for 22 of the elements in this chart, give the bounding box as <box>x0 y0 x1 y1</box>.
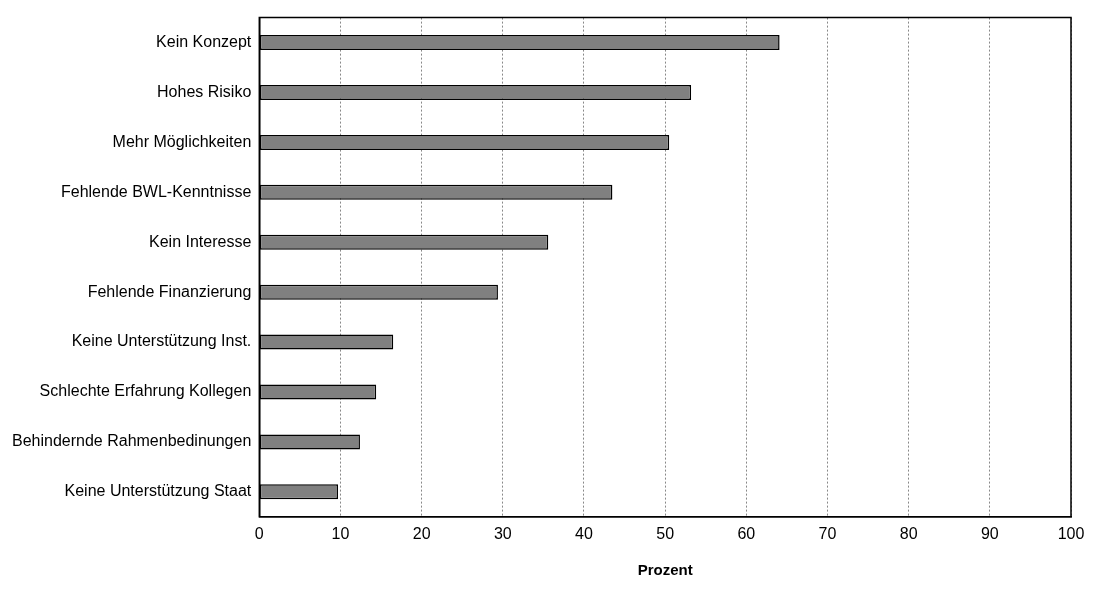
y-tick-label: Fehlende BWL-Kenntnisse <box>60 182 252 200</box>
y-tick-label: Keine Unterstützung Inst. <box>71 332 252 350</box>
y-tick-label: Behindernde Rahmenbedinungen <box>11 432 252 450</box>
y-tick-label: Fehlende Finanzierung <box>87 282 252 300</box>
x-tick-label: 10 <box>331 524 350 542</box>
y-tick-label: Kein Konzept <box>156 32 252 50</box>
x-tick-label: 60 <box>737 524 756 542</box>
x-tick-label: 30 <box>493 524 512 542</box>
x-tick-label: 50 <box>656 524 675 542</box>
x-tick-label: 100 <box>1057 524 1085 542</box>
x-axis-title: Prozent <box>637 561 693 579</box>
y-tick-label: Mehr Möglichkeiten <box>112 132 252 150</box>
x-tick-label: 0 <box>254 524 264 542</box>
x-tick-label: 20 <box>412 524 431 542</box>
x-tick-label: 40 <box>575 524 593 542</box>
x-tick-label: 70 <box>818 524 837 542</box>
y-tick-label: Keine Unterstützung Staat <box>64 482 252 500</box>
y-tick-label: Hohes Risiko <box>157 82 252 100</box>
x-tick-label: 80 <box>899 524 918 542</box>
x-tick-label: 90 <box>980 524 999 542</box>
y-tick-label: Schlechte Erfahrung Kollegen <box>39 382 252 400</box>
y-tick-label: Kein Interesse <box>149 232 252 250</box>
